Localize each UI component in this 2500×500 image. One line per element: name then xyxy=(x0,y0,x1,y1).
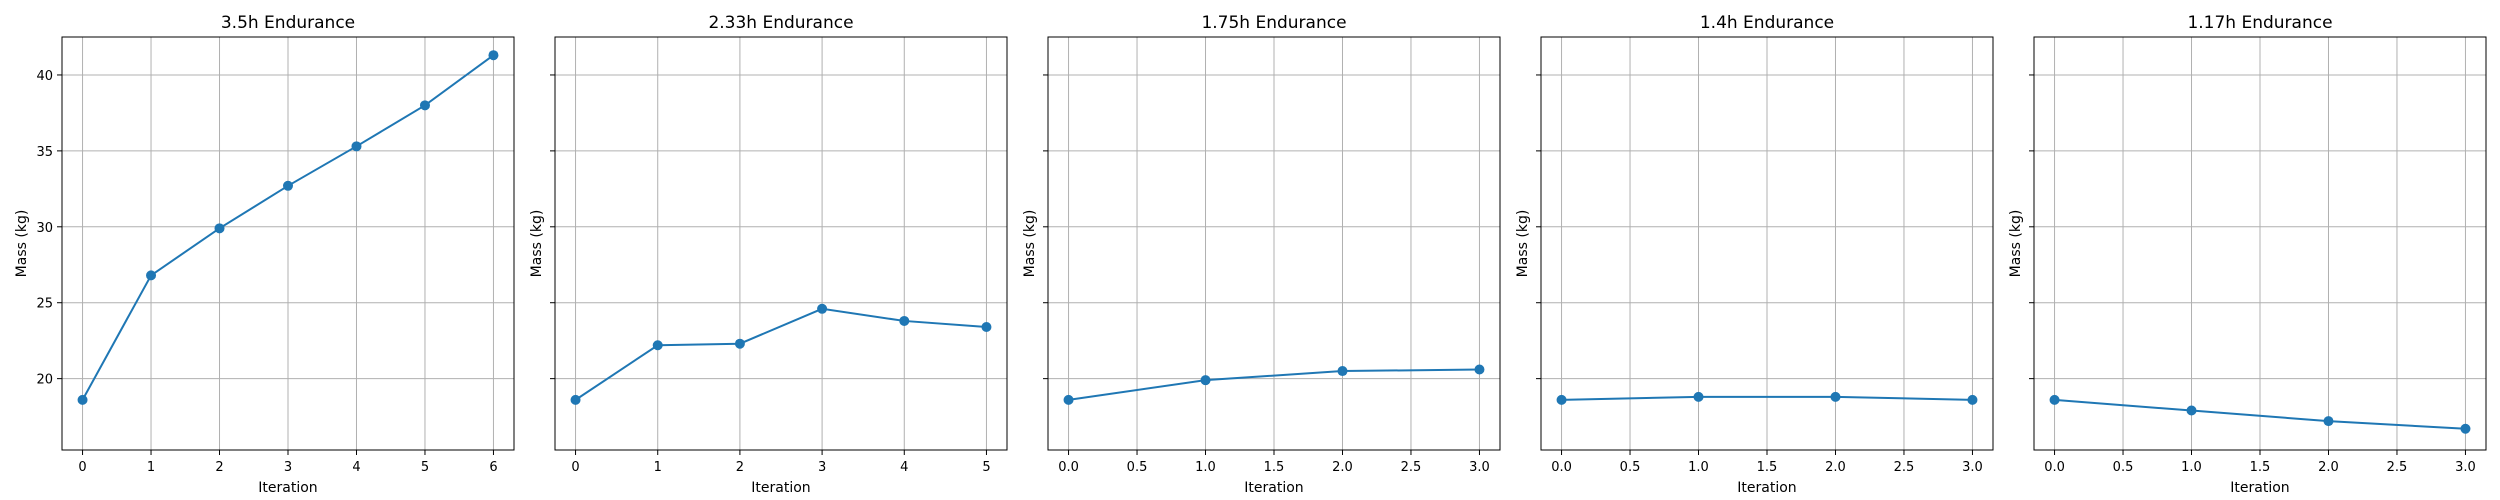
chart-title: 1.17h Endurance xyxy=(2187,13,2332,33)
y-tick-label: 40 xyxy=(36,69,53,84)
data-point xyxy=(2049,394,2060,405)
subplot-1: 0 1 2 3 4 5 6 20 25 30 35 40 3.5h Endurance Iteration… xyxy=(14,13,515,496)
x-tick-label: 1 xyxy=(147,460,155,475)
x-axis-label: Iteration xyxy=(258,480,317,496)
data-point xyxy=(1063,394,1074,405)
x-tick-label: 1.5 xyxy=(2250,460,2271,475)
x-tick-label: 0.5 xyxy=(1620,460,1641,475)
data-point xyxy=(1474,364,1485,375)
x-tick-label: 1.5 xyxy=(1757,460,1778,475)
data-point xyxy=(214,223,225,234)
x-tick-label: 3 xyxy=(284,460,292,475)
data-point xyxy=(1967,394,1978,405)
x-tick-label: 0.5 xyxy=(2113,460,2134,475)
x-tick-label: 2.5 xyxy=(1894,460,1915,475)
data-point xyxy=(1200,375,1211,386)
axes-frame xyxy=(1540,36,1994,451)
data-point xyxy=(2460,423,2471,434)
axes-frame xyxy=(2033,36,2487,451)
x-tick-label: 3.0 xyxy=(2455,460,2476,475)
x-tick-label: 0.5 xyxy=(1127,460,1148,475)
x-tick-label: 1 xyxy=(654,460,662,475)
y-axis-label: Mass (kg) xyxy=(14,210,30,278)
y-tick-label: 35 xyxy=(36,145,53,160)
data-point xyxy=(146,270,157,281)
x-tick-label: 4 xyxy=(900,460,908,475)
chart-title: 1.4h Endurance xyxy=(1700,13,1834,33)
data-point xyxy=(1830,391,1841,402)
data-point xyxy=(652,340,663,351)
subplot-4: 0.0 0.5 1.0 1.5 2.0 2.5 3.0 1.4h Endurance Itera… xyxy=(1515,13,1994,496)
x-tick-label: 0.0 xyxy=(2044,460,2065,475)
x-tick-label: 2.0 xyxy=(2318,460,2339,475)
y-tick-label: 30 xyxy=(36,221,53,236)
x-tick-label: 2.5 xyxy=(1401,460,1422,475)
data-point xyxy=(2186,405,2197,416)
data-point xyxy=(981,322,992,333)
x-axis-label: Iteration xyxy=(2230,480,2289,496)
x-tick-label: 6 xyxy=(489,460,497,475)
data-point xyxy=(1693,391,1704,402)
data-point xyxy=(419,100,430,111)
chart-title: 1.75h Endurance xyxy=(1201,13,1346,33)
y-axis-label: Mass (kg) xyxy=(1515,210,1531,278)
chart-title: 3.5h Endurance xyxy=(221,13,355,33)
subplot-2: 0 1 2 3 4 5 2.33h Endurance Iteration Mass (kg) xyxy=(529,13,1008,496)
data-point xyxy=(1337,366,1348,377)
y-axis-label: Mass (kg) xyxy=(1022,210,1038,278)
x-tick-label: 1.0 xyxy=(2181,460,2202,475)
x-tick-label: 5 xyxy=(421,460,429,475)
axes-frame xyxy=(554,36,1008,451)
x-tick-label: 1.0 xyxy=(1195,460,1216,475)
x-tick-label: 1.0 xyxy=(1688,460,1709,475)
series-line xyxy=(2054,398,2466,430)
x-tick-label: 2.0 xyxy=(1332,460,1353,475)
x-tick-label: 0 xyxy=(571,460,579,475)
data-point xyxy=(734,338,745,349)
data-point xyxy=(1556,394,1567,405)
series-line xyxy=(1068,368,1480,401)
x-tick-label: 5 xyxy=(982,460,990,475)
data-point xyxy=(899,315,910,326)
x-tick-label: 4 xyxy=(352,460,360,475)
x-tick-label: 3 xyxy=(818,460,826,475)
data-point xyxy=(817,303,828,314)
x-tick-label: 0.0 xyxy=(1551,460,1572,475)
subplot-3: 0.0 0.5 1.0 1.5 2.0 2.5 3.0 1.75h Endurance Iter… xyxy=(1022,13,1501,496)
x-tick-label: 2 xyxy=(736,460,744,475)
y-axis-label: Mass (kg) xyxy=(529,210,545,278)
data-point xyxy=(570,394,581,405)
y-tick-label: 20 xyxy=(36,373,53,388)
chart-title: 2.33h Endurance xyxy=(708,13,853,33)
x-tick-label: 2 xyxy=(215,460,223,475)
x-tick-label: 2.5 xyxy=(2387,460,2408,475)
data-point xyxy=(2323,416,2334,427)
x-tick-label: 0 xyxy=(78,460,86,475)
x-tick-label: 2.0 xyxy=(1825,460,1846,475)
x-tick-label: 1.5 xyxy=(1264,460,1285,475)
y-tick-label: 25 xyxy=(36,297,53,312)
axes-frame xyxy=(61,36,515,451)
series-line xyxy=(574,307,987,401)
data-point xyxy=(351,141,362,152)
axes-frame xyxy=(1047,36,1501,451)
y-axis-label: Mass (kg) xyxy=(2008,210,2024,278)
x-tick-label: 0.0 xyxy=(1058,460,1079,475)
data-point xyxy=(283,180,293,191)
data-point xyxy=(77,394,88,405)
x-axis-label: Iteration xyxy=(1737,480,1796,496)
x-tick-label: 3.0 xyxy=(1469,460,1490,475)
subplot-5: 0.0 0.5 1.0 1.5 2.0 2.5 3.0 1.17h Endurance Iter… xyxy=(2008,13,2487,496)
series-line xyxy=(1561,395,1973,401)
x-tick-label: 3.0 xyxy=(1962,460,1983,475)
x-axis-label: Iteration xyxy=(1244,480,1303,496)
data-point xyxy=(488,50,499,61)
x-axis-label: Iteration xyxy=(751,480,810,496)
